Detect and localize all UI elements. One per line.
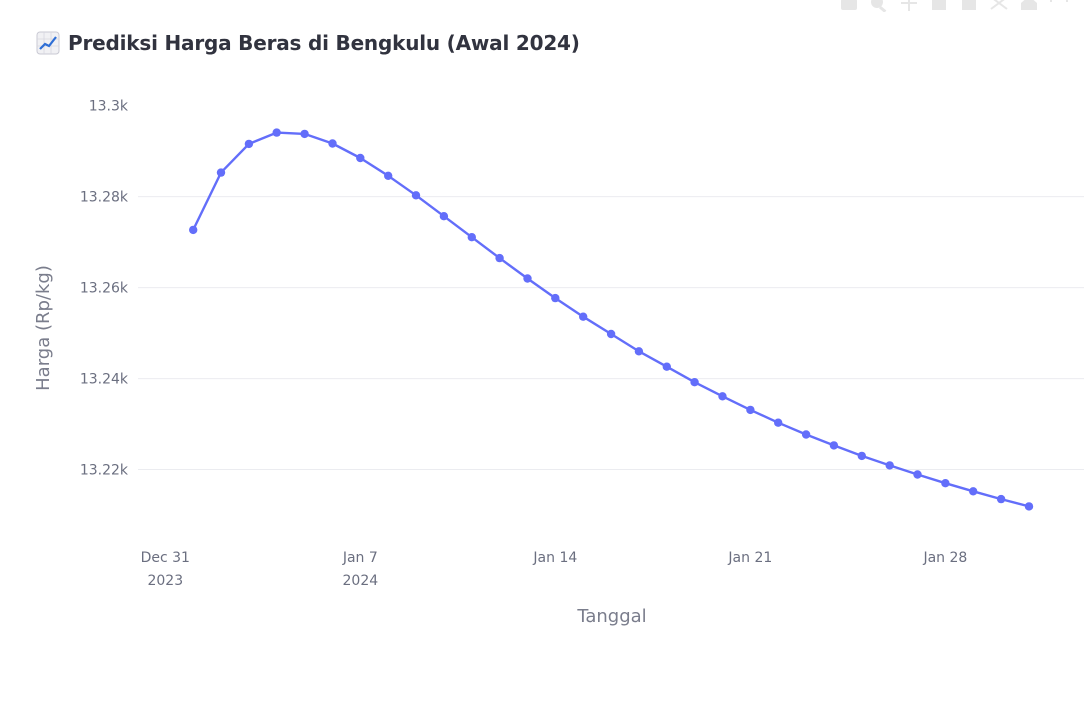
y-tick-label: 13.28k [80,190,129,206]
x-tick-label: Dec 31 [141,550,190,566]
data-point [439,212,449,221]
y-tick-label: 13.3k [89,99,129,115]
data-point [244,139,254,149]
zoom-out-icon[interactable] [958,0,980,12]
data-point [969,487,978,496]
plot-modebar [838,0,1070,12]
x-tick-label: 2024 [343,573,379,589]
data-point [216,168,226,177]
data-point [384,171,393,180]
data-point [551,293,560,303]
y-axis-title: Harga (Rp/kg) [33,265,54,391]
series-line [192,131,1030,508]
pan-icon[interactable] [898,0,920,12]
data-point [634,347,644,356]
data-point [829,441,839,450]
data-point [690,378,699,387]
data-point [885,461,894,470]
x-tick-label: Jan 7 [342,550,378,566]
x-tick-label: Jan 14 [532,550,577,566]
data-point [272,128,281,137]
zoom-icon[interactable] [868,0,890,12]
data-point [774,418,783,427]
zoom-in-icon[interactable] [928,0,950,12]
camera-icon[interactable] [838,0,860,12]
grid-lines [138,196,1084,471]
data-point [606,329,616,339]
data-point [467,233,476,242]
chart-increasing-icon [36,31,60,55]
x-axis-ticks: Dec 31 2023 Jan 7 2024 Jan 14 Jan 21 Jan 28 [141,550,968,589]
data-point [662,362,671,371]
page-title: Prediksi Harga Beras di Bengkulu (Awal 2… [36,28,580,58]
page-title-text: Prediksi Harga Beras di Bengkulu (Awal 2… [68,31,580,55]
y-axis-ticks: 13.22k 13.24k 13.26k 13.28k 13.3k [80,99,129,479]
data-point [328,139,337,148]
series-layer [189,128,1034,511]
data-point [495,253,504,263]
data-point [523,274,532,283]
data-point [189,225,198,235]
data-point [411,191,421,200]
y-tick-label: 13.24k [80,372,129,388]
x-axis-title: Tanggal [576,606,646,627]
y-tick-label: 13.26k [80,281,129,297]
x-tick-label: Jan 28 [922,550,967,566]
data-point [941,479,950,488]
data-point [857,451,866,461]
data-point [356,153,365,163]
reset-axes-icon[interactable] [1018,0,1040,12]
autoscale-icon[interactable] [988,0,1010,12]
x-tick-label: 2023 [147,573,183,589]
data-point [996,494,1006,504]
y-tick-label: 13.22k [80,463,129,479]
data-point [300,129,309,139]
data-point [718,392,727,401]
data-point [913,470,922,479]
x-tick-label: Jan 21 [727,550,772,566]
data-point [801,430,811,439]
data-point [1024,502,1034,511]
data-point [746,405,755,415]
data-point [579,312,588,321]
